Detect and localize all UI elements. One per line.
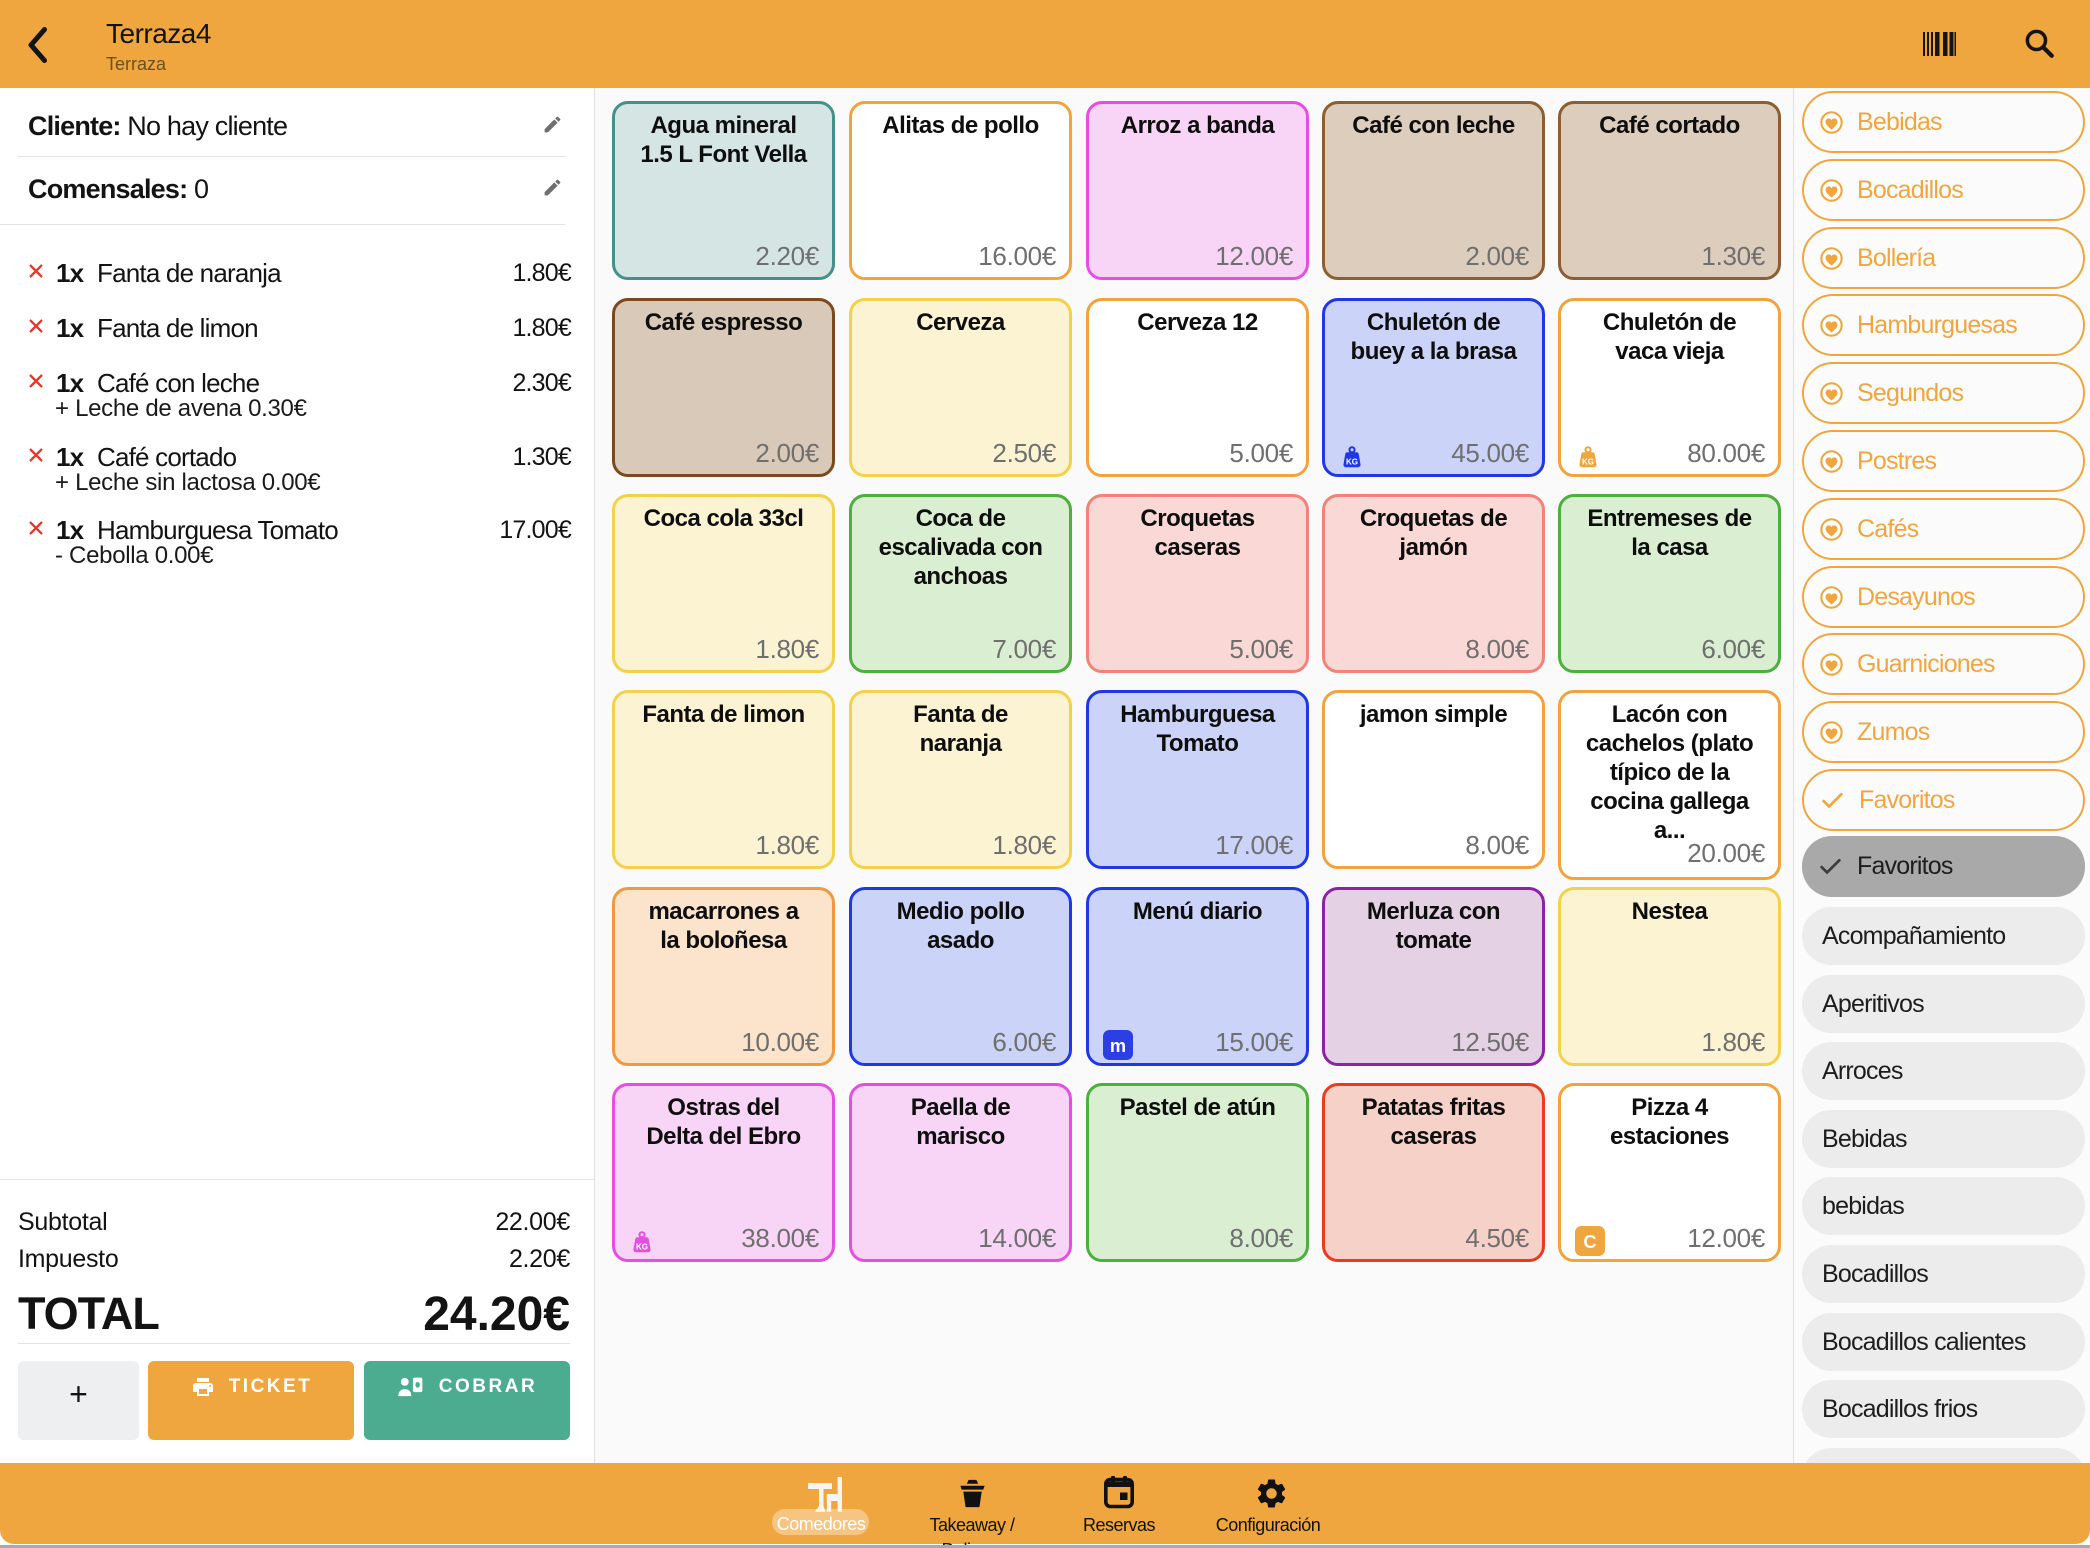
svg-text:KG: KG	[636, 1243, 648, 1252]
svg-text:C: C	[1583, 1232, 1596, 1252]
svg-text:KG: KG	[1582, 458, 1594, 467]
svg-text:m: m	[1110, 1036, 1126, 1056]
svg-text:KG: KG	[1346, 458, 1358, 467]
